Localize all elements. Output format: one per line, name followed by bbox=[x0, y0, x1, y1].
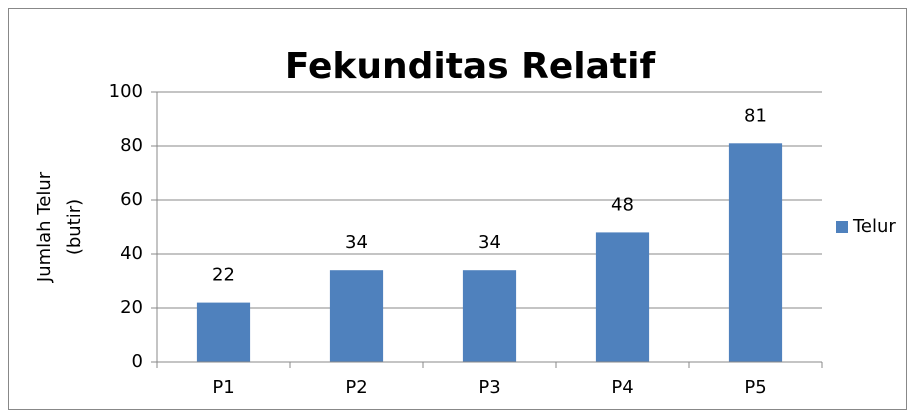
data-label: 34 bbox=[345, 232, 368, 253]
bar bbox=[329, 270, 384, 362]
bar bbox=[462, 270, 517, 362]
x-tick-label: P1 bbox=[212, 377, 234, 398]
bar bbox=[728, 143, 783, 362]
bar bbox=[595, 232, 650, 362]
x-tick-label: P4 bbox=[611, 377, 633, 398]
data-label: 48 bbox=[611, 194, 634, 215]
data-label: 22 bbox=[212, 265, 235, 286]
y-axis-label: (butir) bbox=[64, 199, 85, 255]
y-tick-label: 60 bbox=[120, 189, 143, 210]
bar bbox=[196, 302, 251, 362]
y-tick-label: 40 bbox=[120, 243, 143, 264]
x-tick-label: P2 bbox=[345, 377, 367, 398]
data-label: 81 bbox=[744, 105, 767, 126]
chart-title: Fekunditas Relatif bbox=[285, 46, 656, 87]
x-tick-label: P3 bbox=[478, 377, 500, 398]
x-tick-label: P5 bbox=[744, 377, 766, 398]
legend-label: Telur bbox=[852, 216, 896, 237]
data-label: 34 bbox=[478, 232, 501, 253]
y-tick-label: 20 bbox=[120, 297, 143, 318]
legend-swatch bbox=[836, 221, 848, 233]
y-tick-label: 0 bbox=[132, 351, 143, 372]
y-tick-label: 80 bbox=[120, 135, 143, 156]
y-tick-label: 100 bbox=[109, 81, 143, 102]
y-axis-label: Jumlah Telur bbox=[34, 171, 55, 283]
